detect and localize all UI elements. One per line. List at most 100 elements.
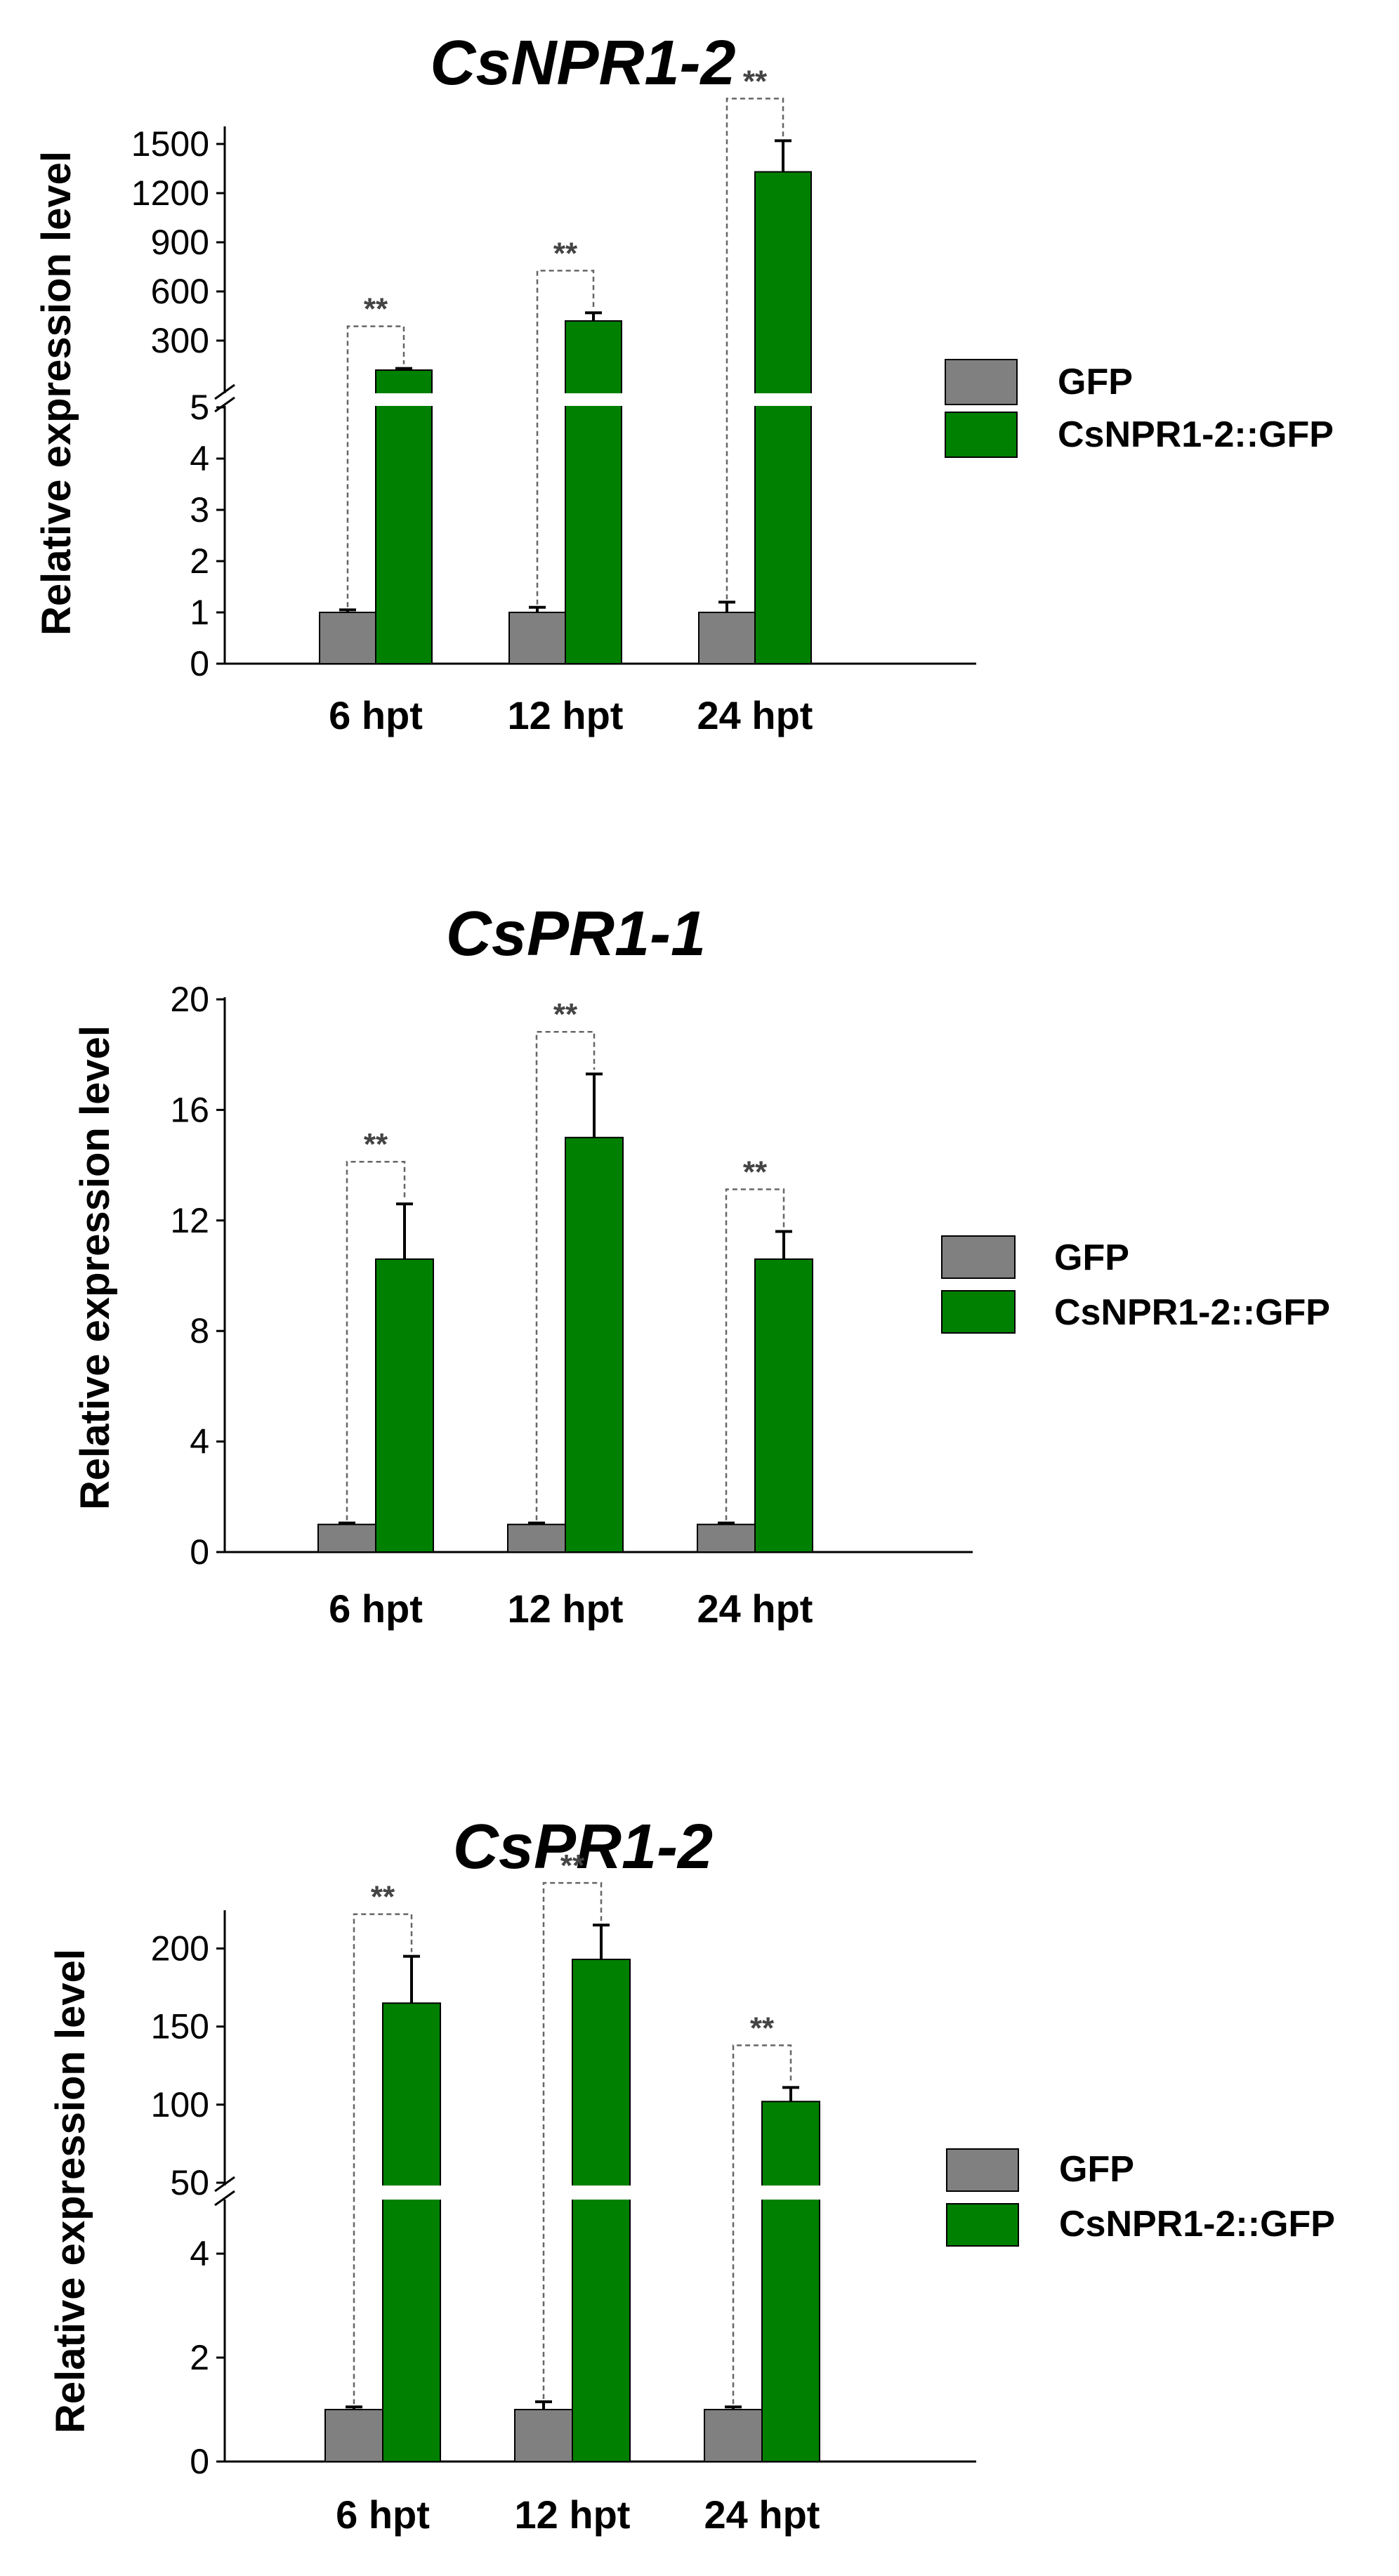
plot-area: 0 4 8 12 16 20 ** 6 hpt ** 12 hpt ** 24 hpt — [170, 980, 973, 1631]
significance-bracket — [536, 270, 595, 605]
significance-label: ** — [364, 1127, 388, 1162]
significance-bracket — [732, 2044, 792, 2405]
significance-label: ** — [371, 1880, 395, 1914]
y-tick-label: 16 — [170, 1090, 209, 1129]
bar-gfp — [704, 2409, 763, 2462]
bar-csnpr1-2-gfp — [375, 1258, 434, 1553]
bar-csnpr1-2-gfp — [565, 1136, 624, 1553]
y-tick-label: 2 — [190, 2338, 209, 2377]
y-tick-label: 5 — [190, 388, 209, 427]
significance-bracket — [725, 98, 784, 600]
axis-break-mark — [214, 396, 235, 413]
y-axis-label: Relative expression level — [48, 1949, 93, 2433]
bar-gfp — [514, 2409, 573, 2462]
legend: GFP CsNPR1-2::GFP — [945, 359, 1334, 458]
x-tick-label: 24 hpt — [697, 693, 813, 737]
significance-label: ** — [743, 1155, 768, 1190]
axis-break-mark — [214, 2176, 235, 2193]
y-tick-label: 4 — [190, 439, 209, 478]
bar-gfp — [324, 2409, 383, 2462]
significance-bracket — [725, 1188, 785, 1520]
y-tick-label: 150 — [151, 2007, 209, 2046]
x-tick-label: 6 hpt — [329, 1586, 423, 1631]
significance-label: ** — [364, 292, 388, 327]
y-tick-label: 0 — [190, 1532, 209, 1572]
significance-bracket — [542, 1881, 603, 2399]
chart-panel-cspr1-2: CsPR1-2 Relative expression level 0 2 4 50 1… — [48, 1812, 1335, 2537]
bar-csnpr1-2-gfp — [382, 2002, 441, 2463]
bar-csnpr1-2-gfp — [375, 369, 433, 664]
y-tick-label: 20 — [170, 980, 209, 1019]
significance-bracket — [353, 1913, 413, 2405]
bar-gfp — [317, 1523, 376, 1553]
legend-label-npr: CsNPR1-2::GFP — [1059, 2204, 1335, 2245]
chart-title: CsPR1-2 — [453, 1812, 713, 1882]
bar-gfp — [319, 612, 376, 664]
chart-title: CsPR1-1 — [446, 899, 706, 969]
y-tick-label: 4 — [190, 1422, 209, 1461]
legend-label-gfp: GFP — [1054, 1237, 1129, 1278]
y-tick-label: 1 — [190, 593, 209, 632]
bar-break-gap — [752, 393, 814, 406]
bar-csnpr1-2-gfp — [754, 1258, 813, 1553]
bar-csnpr1-2-gfp — [572, 1959, 631, 2463]
bar-gfp — [507, 1523, 566, 1553]
plot-area: 0 1 2 3 4 5 300 600 900 1200 1500 ** 6 hpt ** 12 hpt **… — [131, 64, 976, 737]
bar-break-gap — [563, 393, 624, 406]
bar-gfp — [697, 1523, 756, 1553]
axis-break-mark — [214, 2190, 235, 2207]
significance-bracket — [346, 1160, 406, 1520]
chart-title: CsNPR1-2 — [430, 28, 735, 98]
axis-break-mark — [214, 383, 235, 400]
significance-label: ** — [553, 236, 578, 270]
x-tick-label: 24 hpt — [697, 1586, 813, 1631]
y-tick-label: 12 — [170, 1201, 209, 1240]
y-tick-label: 4 — [190, 2234, 209, 2273]
y-tick-label: 50 — [170, 2163, 209, 2202]
y-tick-label: 3 — [190, 490, 209, 530]
y-tick-label: 300 — [151, 321, 209, 360]
x-tick-label: 12 hpt — [515, 2492, 631, 2537]
y-tick-label: 0 — [190, 2442, 209, 2481]
x-tick-label: 6 hpt — [329, 693, 423, 737]
plot-area: 0 2 4 50 100 150 200 ** 6 hpt ** 12 hpt ** 24 hpt — [151, 1848, 976, 2537]
significance-bracket — [346, 325, 405, 607]
bar-csnpr1-2-gfp — [754, 171, 812, 664]
significance-label: ** — [750, 2011, 775, 2045]
x-tick-label: 6 hpt — [336, 2492, 430, 2537]
legend: GFP CsNPR1-2::GFP — [941, 1235, 1330, 1334]
y-tick-label: 0 — [190, 644, 209, 683]
legend-swatch-gfp — [941, 1235, 1016, 1279]
bar-break-gap — [570, 2186, 633, 2200]
legend: GFP CsNPR1-2::GFP — [946, 2148, 1335, 2247]
bar-break-gap — [759, 2186, 822, 2200]
legend-swatch-npr — [945, 412, 1018, 458]
significance-label: ** — [560, 1848, 585, 1883]
legend-swatch-npr — [946, 2203, 1019, 2247]
y-tick-label: 2 — [190, 541, 209, 581]
y-axis-label: Relative expression level — [72, 1025, 118, 1510]
legend-swatch-gfp — [946, 2148, 1019, 2192]
bar-break-gap — [373, 393, 435, 406]
y-axis-label: Relative expression level — [34, 151, 79, 636]
bar-csnpr1-2-gfp — [761, 2101, 820, 2462]
y-tick-label: 1200 — [131, 173, 209, 213]
chart-panel-csnpr1-2: CsNPR1-2 Relative expression level 0 1 2 3 4… — [34, 28, 1334, 737]
y-tick-label: 8 — [190, 1311, 209, 1351]
legend-label-gfp: GFP — [1059, 2149, 1134, 2190]
y-tick-label: 200 — [151, 1928, 209, 1968]
legend-label-npr: CsNPR1-2::GFP — [1058, 414, 1334, 455]
significance-bracket — [535, 1030, 596, 1520]
significance-label: ** — [743, 64, 768, 98]
bar-break-gap — [380, 2186, 443, 2200]
y-tick-label: 1500 — [131, 124, 209, 164]
legend-swatch-npr — [941, 1290, 1016, 1334]
legend-swatch-gfp — [945, 359, 1018, 405]
x-tick-label: 12 hpt — [508, 693, 624, 737]
y-tick-label: 600 — [151, 272, 209, 311]
y-tick-label: 100 — [151, 2085, 209, 2124]
bar-gfp — [698, 612, 756, 664]
bar-csnpr1-2-gfp — [565, 320, 622, 664]
x-tick-label: 24 hpt — [704, 2492, 820, 2537]
